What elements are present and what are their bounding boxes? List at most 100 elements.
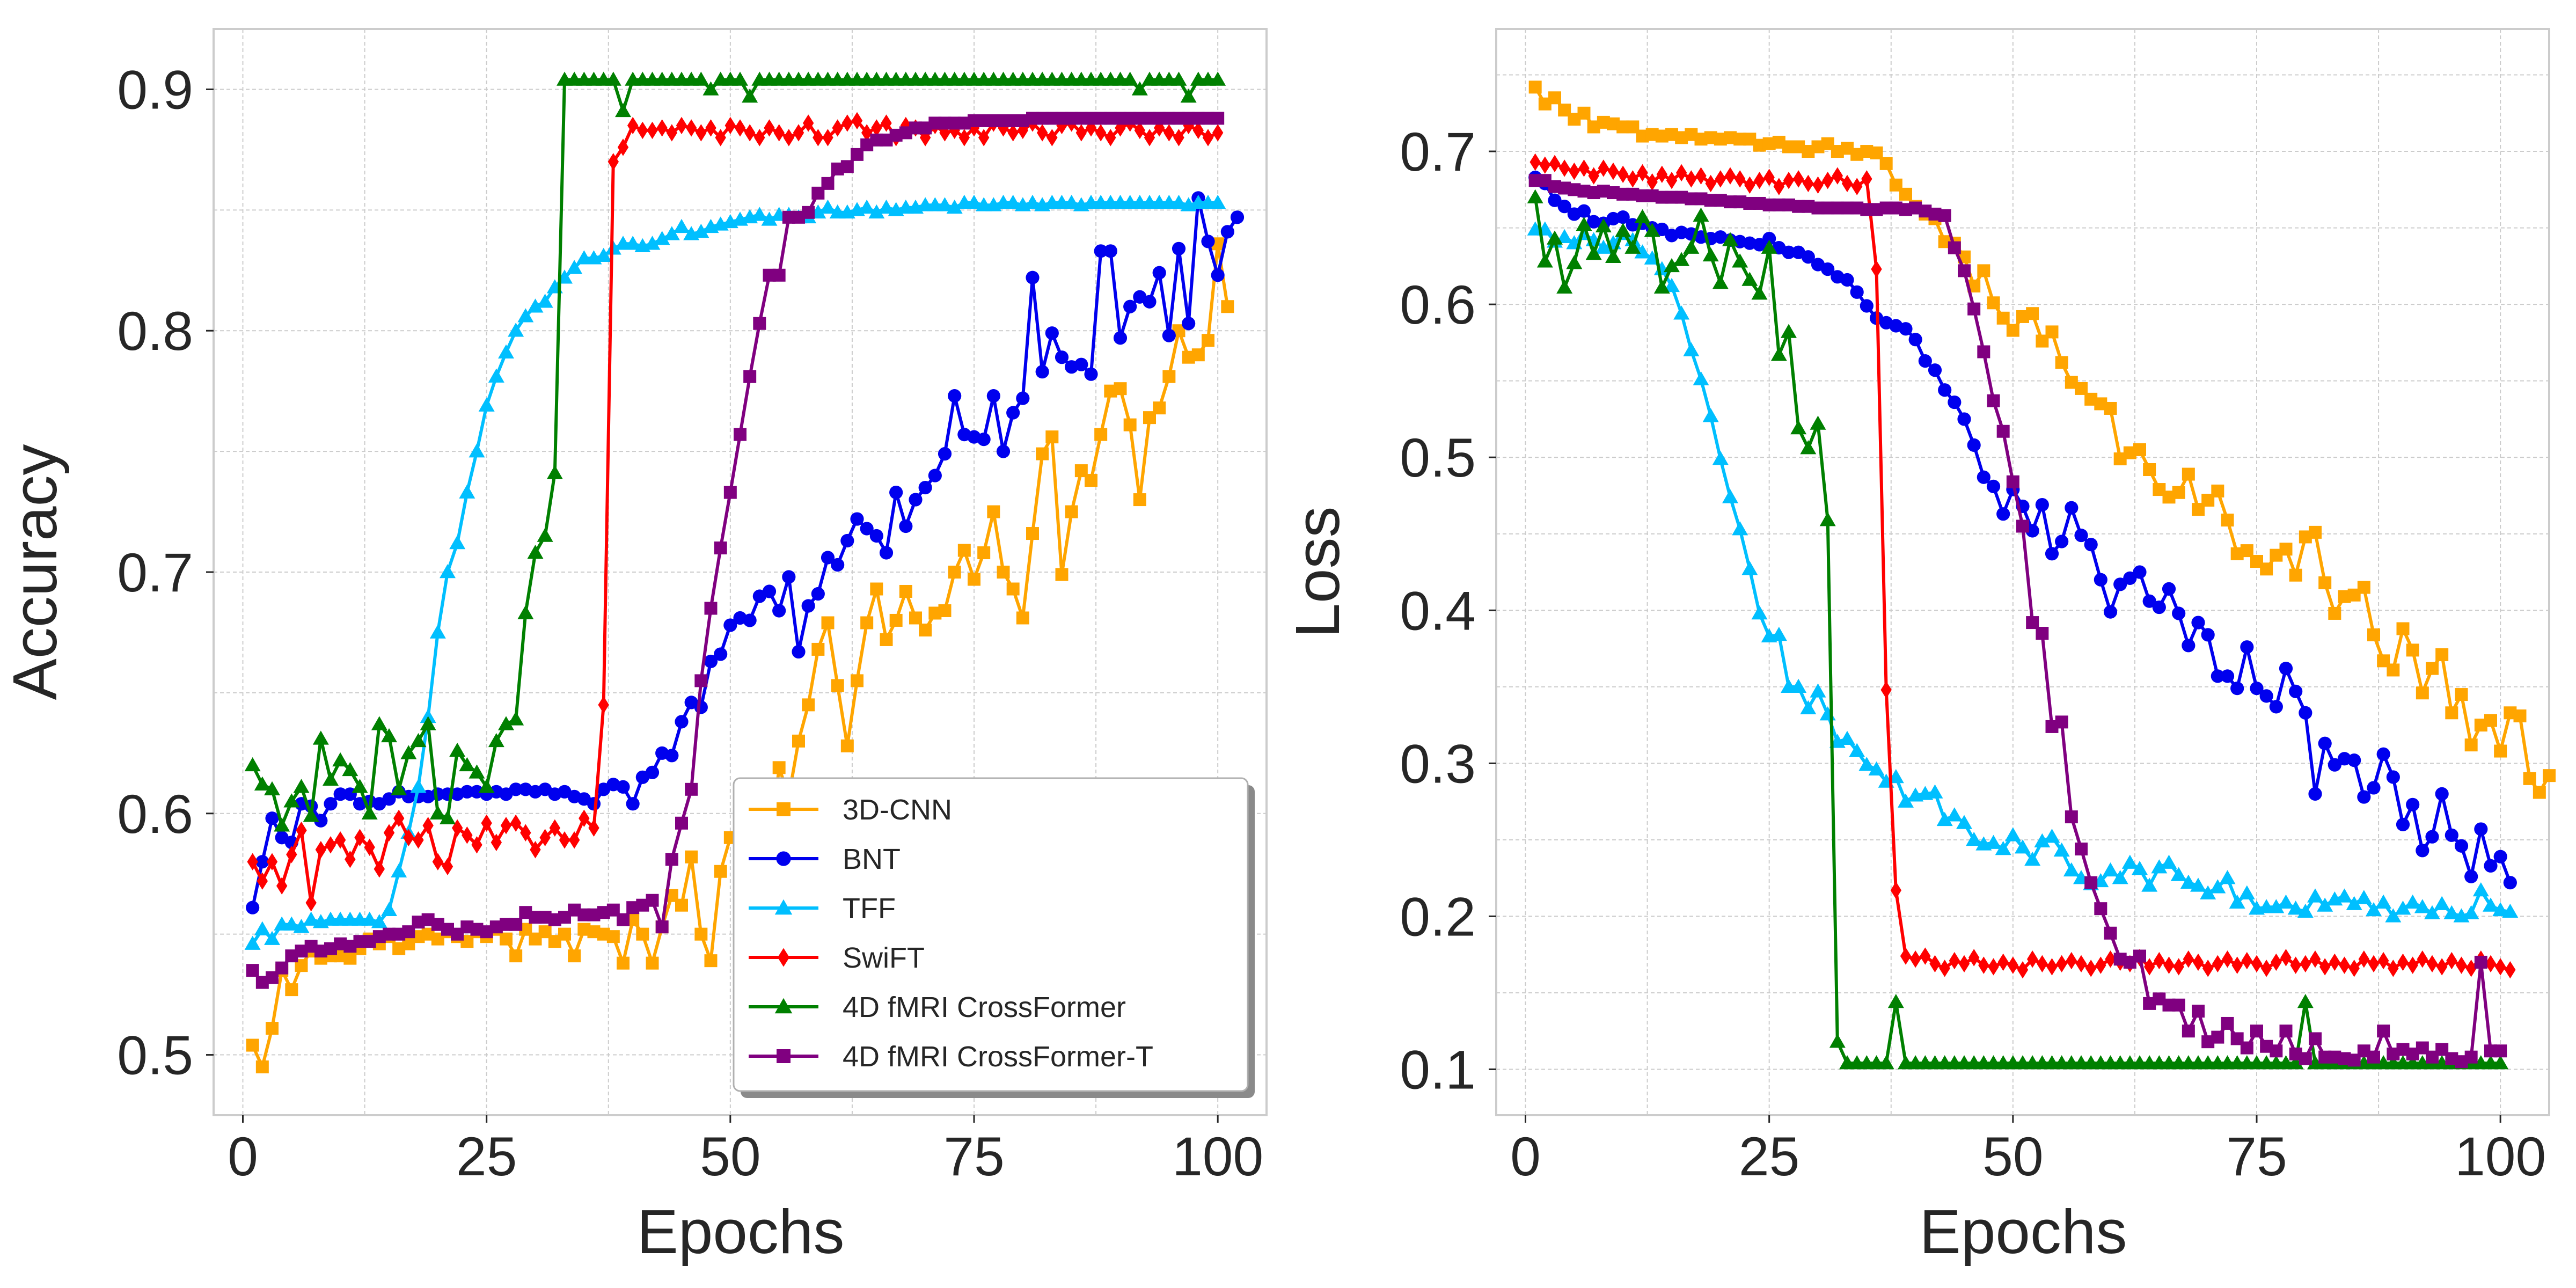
loss-point-3d-cnn: [2211, 484, 2224, 497]
loss-point-bnt: [1928, 363, 1942, 377]
loss-point-swift: [1783, 172, 1795, 189]
accuracy-point-swift: [432, 853, 444, 870]
accuracy-point-bnt: [986, 389, 1000, 403]
loss-point-tff: [2443, 905, 2460, 919]
loss-point-swift: [1675, 164, 1687, 182]
accuracy-point-3d-cnn: [1026, 527, 1039, 540]
loss-point-swift: [1968, 949, 1980, 967]
loss-point-3d-cnn: [2289, 568, 2302, 582]
loss-point-tff: [2161, 854, 2177, 869]
accuracy-point-4d-fmri-crossformer: [1131, 81, 1148, 96]
loss-point-3d-cnn: [2406, 643, 2419, 657]
accuracy-point-tff: [751, 207, 768, 221]
loss-point-4d-fmri-crossformer-t: [2309, 1032, 2322, 1045]
loss-point-tff: [2434, 896, 2450, 910]
loss-point-swift: [1569, 162, 1580, 180]
loss-y-tick-label: 0.1: [1400, 1039, 1476, 1100]
accuracy-point-bnt: [460, 785, 474, 799]
accuracy-point-4d-fmri-crossformer: [488, 733, 504, 748]
loss-point-3d-cnn: [1977, 264, 1990, 277]
loss-point-3d-cnn: [2182, 467, 2195, 481]
accuracy-point-4d-fmri-crossformer-t: [723, 486, 737, 499]
accuracy-point-bnt: [772, 604, 786, 618]
loss-point-tff: [1683, 342, 1700, 356]
accuracy-point-3d-cnn: [831, 679, 844, 692]
accuracy-point-swift: [1163, 124, 1175, 142]
loss-point-swift: [2183, 950, 2194, 968]
accuracy-point-4d-fmri-crossformer-t: [694, 674, 708, 687]
loss-point-bnt: [2103, 605, 2118, 619]
accuracy-point-bnt: [889, 485, 903, 500]
accuracy-point-4d-fmri-crossformer: [508, 711, 524, 726]
loss-point-swift: [2105, 950, 2116, 968]
loss-point-4d-fmri-crossformer-t: [2075, 842, 2088, 855]
accuracy-point-swift: [881, 114, 892, 132]
accuracy-point-3d-cnn: [909, 611, 922, 625]
accuracy-point-swift: [462, 826, 473, 844]
accuracy-point-tff: [391, 863, 407, 877]
accuracy-point-bnt: [665, 749, 679, 763]
accuracy-point-tff: [566, 260, 583, 274]
accuracy-point-3d-cnn: [1016, 611, 1029, 625]
accuracy-point-tff: [654, 231, 670, 245]
loss-point-bnt: [1840, 273, 1854, 287]
accuracy-point-4d-fmri-crossformer: [615, 103, 631, 118]
accuracy-point-3d-cnn: [977, 546, 991, 560]
loss-point-tff: [1790, 678, 1807, 693]
accuracy-point-swift: [266, 853, 278, 870]
accuracy-point-tff: [303, 911, 319, 926]
loss-point-tff: [1839, 730, 1855, 745]
accuracy-point-4d-fmri-crossformer-t: [646, 894, 659, 907]
loss-point-swift: [1588, 167, 1599, 185]
accuracy-point-bnt: [831, 558, 845, 572]
accuracy-point-bnt: [1045, 326, 1059, 340]
loss-point-bnt: [2211, 669, 2224, 683]
accuracy-point-3d-cnn: [938, 604, 952, 617]
loss-point-4d-fmri-crossformer: [1887, 994, 1904, 1008]
loss-point-4d-fmri-crossformer-t: [2474, 955, 2487, 969]
accuracy-point-swift: [1007, 124, 1019, 142]
legend-marker-4d-fmri-crossformer-t: [777, 1049, 791, 1063]
accuracy-point-3d-cnn: [840, 739, 854, 752]
accuracy-point-swift: [598, 696, 609, 714]
loss-point-swift: [1851, 178, 1863, 195]
loss-series-4d-fmri-crossformer-t: [1528, 174, 2507, 1069]
loss-point-bnt: [2445, 828, 2458, 842]
loss-point-tff: [2317, 897, 2333, 912]
accuracy-point-swift: [608, 153, 619, 171]
loss-point-3d-cnn: [2260, 562, 2273, 576]
legend-label-3d-cnn: 3D-CNN: [843, 794, 952, 826]
loss-point-4d-fmri-crossformer: [1878, 1055, 1894, 1070]
accuracy-point-3d-cnn: [899, 584, 912, 598]
accuracy-point-swift: [442, 858, 453, 875]
loss-point-swift: [1549, 155, 1561, 173]
loss-point-swift: [2260, 960, 2272, 977]
loss-point-4d-fmri-crossformer-t: [2270, 1044, 2283, 1058]
loss-point-bnt: [2152, 600, 2166, 614]
loss-series-tff: [1527, 221, 2519, 923]
loss-point-3d-cnn: [2026, 307, 2039, 320]
loss-point-3d-cnn: [1762, 137, 1776, 150]
accuracy-point-3d-cnn: [811, 642, 825, 656]
loss-point-4d-fmri-crossformer-t: [2494, 1044, 2507, 1058]
loss-point-tff: [2063, 862, 2080, 877]
loss-point-swift: [1627, 170, 1638, 188]
loss-point-tff: [1673, 305, 1690, 320]
loss-point-bnt: [2172, 606, 2186, 620]
accuracy-point-tff: [254, 921, 270, 935]
loss-point-3d-cnn: [2230, 547, 2244, 560]
loss-point-bnt: [1548, 193, 1562, 207]
accuracy-point-swift: [724, 116, 736, 135]
accuracy-x-axis-label: Epochs: [637, 1197, 845, 1267]
loss-point-tff: [2170, 867, 2187, 881]
accuracy-point-swift: [383, 824, 395, 841]
loss-point-bnt: [2425, 830, 2439, 844]
loss-point-bnt: [1918, 354, 1932, 368]
legend-marker-bnt: [776, 851, 791, 866]
loss-point-tff: [1693, 371, 1709, 386]
accuracy-point-swift: [822, 129, 833, 147]
loss-point-swift: [2485, 955, 2497, 972]
accuracy-point-bnt: [333, 787, 347, 801]
accuracy-point-bnt: [723, 618, 737, 632]
accuracy-point-bnt: [860, 522, 874, 536]
